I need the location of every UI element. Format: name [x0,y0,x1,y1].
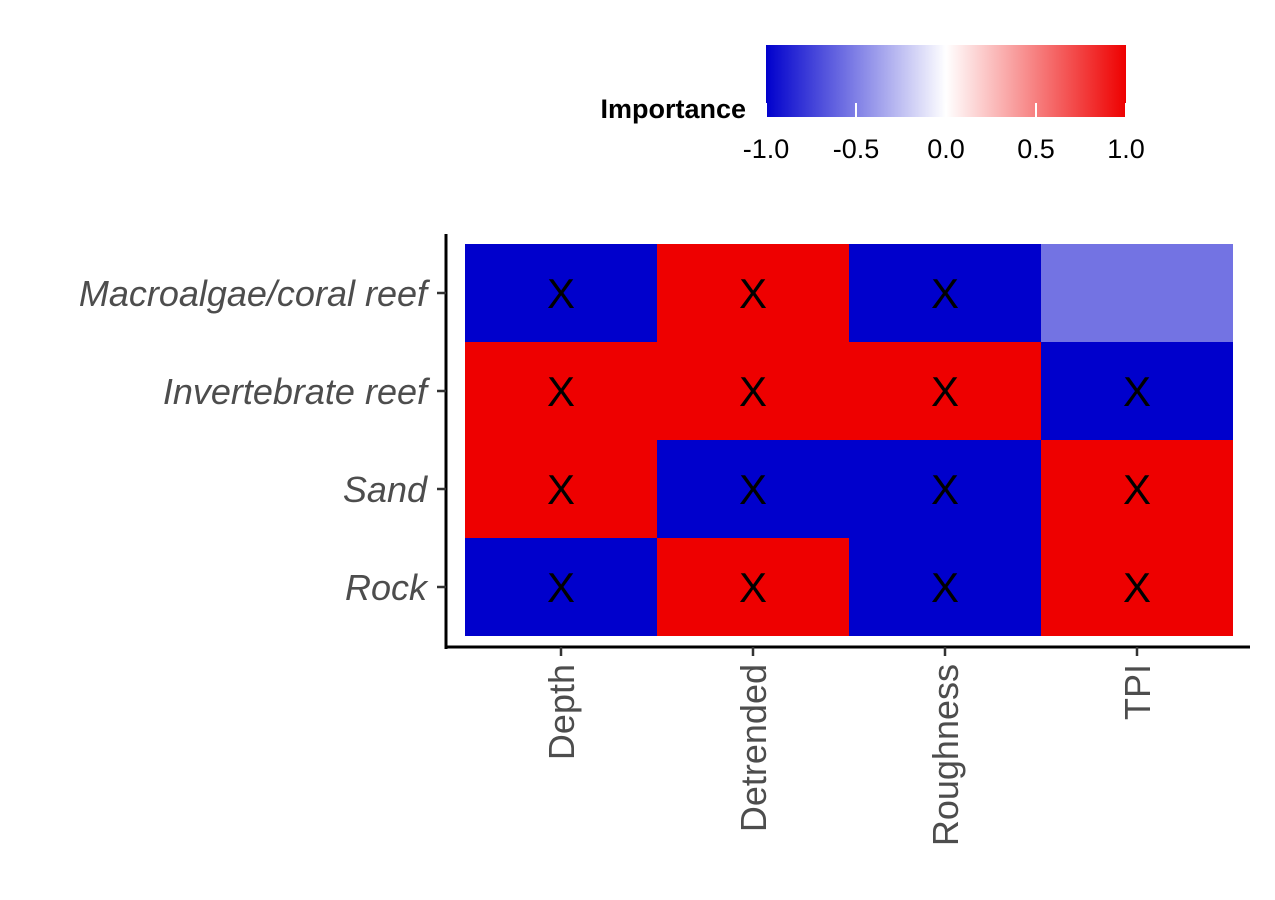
axes [444,234,1250,649]
legend-tick-label: 0.5 [1017,134,1055,164]
cell-marker: X [1123,466,1151,513]
cell-marker: X [739,270,767,317]
cell-marker: X [931,466,959,513]
heatmap-cell [849,244,1041,342]
cell-marker: X [931,368,959,415]
cell-marker: X [1123,368,1151,415]
heatmap-cell [465,244,657,342]
legend-title: Importance [600,94,746,124]
heatmap-cell [849,342,1041,440]
cell-marker: X [547,270,575,317]
y-tick-label: Invertebrate reef [163,371,431,412]
heatmap-cell [657,244,849,342]
cell-marker: X [547,564,575,611]
heatmap-cell [849,440,1041,538]
cell-marker: X [1123,564,1151,611]
legend-ticks: -1.0 -0.5 0.0 0.5 1.0 [743,103,1145,164]
legend-tick-label: -1.0 [743,134,790,164]
x-tick-label: Depth [541,664,582,760]
cell-marker: X [739,368,767,415]
cell-marker: X [547,466,575,513]
heatmap-cell [465,538,657,636]
cell-marker: X [547,368,575,415]
heatmap-cell [1041,342,1233,440]
heatmap-cell [1041,244,1233,342]
x-tick-label: Detrended [733,664,774,832]
heatmap-cell [1041,538,1233,636]
x-tick-label: TPI [1117,664,1158,720]
x-axis-ticks: Depth Detrended Roughness TPI [541,647,1158,846]
heatmap-cell [465,440,657,538]
heatmap-cell [849,538,1041,636]
cell-marker: X [931,270,959,317]
heatmap-cell [657,440,849,538]
heatmap-cell [465,342,657,440]
legend-tick-label: 0.0 [927,134,965,164]
heatmap-cells [465,244,1233,636]
y-tick-label: Macroalgae/coral reef [79,273,431,314]
legend-tick-label: 1.0 [1107,134,1145,164]
cell-marker: X [739,564,767,611]
heatmap-cell [657,538,849,636]
y-tick-label: Rock [345,567,429,608]
y-axis-ticks: Macroalgae/coral reef Invertebrate reef Sa… [79,273,446,608]
y-tick-label: Sand [343,469,428,510]
legend-tick-label: -0.5 [833,134,880,164]
cell-marker: X [739,466,767,513]
legend: Importance -1.0 -0.5 0.0 0.5 1.0 [600,45,1145,164]
cell-marker: X [931,564,959,611]
cell-markers: X X X X X X X X X X X X X X X [547,270,1151,611]
x-tick-label: Roughness [925,664,966,846]
heatmap-cell [1041,440,1233,538]
heatmap-cell [657,342,849,440]
